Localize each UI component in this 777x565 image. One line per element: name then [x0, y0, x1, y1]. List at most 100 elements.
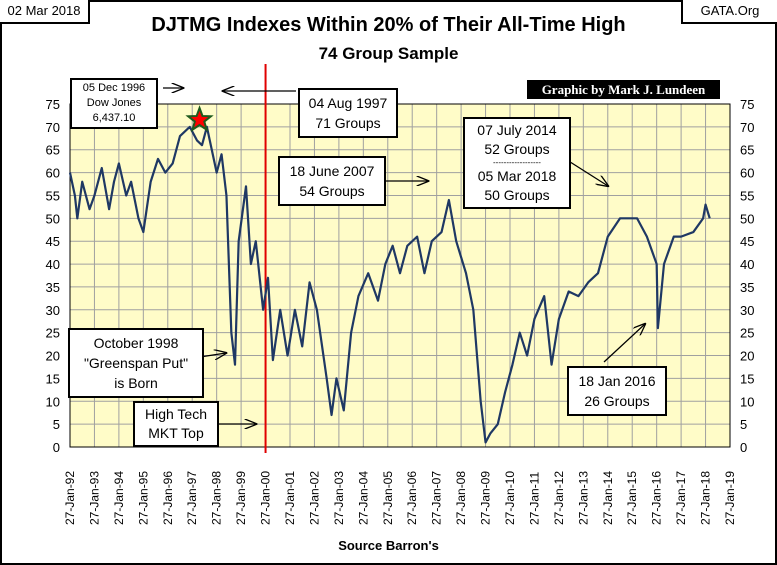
- x-tick-label: 27-Jan-12: [552, 471, 566, 525]
- y-tick-label-left: 60: [46, 166, 60, 181]
- annotation-line: 50 Groups: [484, 187, 550, 203]
- chart-title: DJTMG Indexes Within 20% of Their All-Ti…: [151, 14, 626, 36]
- x-tick-label: 27-Jan-15: [625, 471, 639, 525]
- y-tick-label-left: 50: [46, 211, 60, 226]
- x-tick-label: 27-Jan-18: [699, 471, 713, 525]
- y-tick-label-right: 5: [740, 417, 747, 432]
- y-tick-label-left: 10: [46, 394, 60, 409]
- x-tick-label: 27-Jan-04: [356, 471, 370, 525]
- y-tick-label-right: 15: [740, 371, 754, 386]
- x-tick-label: 27-Jan-05: [381, 471, 395, 525]
- x-tick-label: 27-Jan-92: [63, 471, 77, 525]
- y-tick-label-right: 60: [740, 166, 754, 181]
- y-tick-label-right: 40: [740, 257, 754, 272]
- y-tick-label-right: 45: [740, 234, 754, 249]
- x-tick-label: 27-Jan-95: [136, 471, 150, 525]
- annotation-line: 18 Jan 2016: [578, 373, 656, 389]
- y-tick-label-left: 70: [46, 120, 60, 135]
- annotation-line: 26 Groups: [584, 393, 650, 409]
- x-tick-label: 27-Jan-07: [430, 471, 444, 525]
- y-tick-label-right: 70: [740, 120, 754, 135]
- date-label: 02 Mar 2018: [0, 0, 90, 24]
- annotation-oct-1998: October 1998 "Greenspan Put" is Born: [68, 328, 204, 398]
- annotation-line: 52 Groups: [484, 141, 550, 157]
- y-tick-label-right: 55: [740, 188, 754, 203]
- annotation-aug-1997: 04 Aug 1997 71 Groups: [298, 88, 398, 138]
- x-tick-label: 27-Jan-96: [161, 471, 175, 525]
- x-tick-label: 27-Jan-98: [210, 471, 224, 525]
- credit-label: Graphic by Mark J. Lundeen: [527, 80, 720, 99]
- y-tick-label-right: 75: [740, 97, 754, 112]
- x-tick-label: 27-Jan-10: [503, 471, 517, 525]
- annotation-arrow: [566, 159, 608, 186]
- x-tick-label: 27-Jan-19: [723, 471, 737, 525]
- x-tick-label: 27-Jan-97: [185, 471, 199, 525]
- annotation-line: Dow Jones: [86, 97, 142, 109]
- x-tick-label: 27-Jan-01: [283, 471, 297, 525]
- x-tick-label: 27-Jan-09: [479, 471, 493, 525]
- annotation-arrow: [199, 353, 226, 357]
- annotation-line: is Born: [114, 375, 158, 391]
- annotation-arrow: [603, 324, 645, 363]
- annotation-line: 54 Groups: [299, 183, 365, 199]
- annotation-line: 04 Aug 1997: [308, 95, 388, 111]
- x-tick-label: 27-Jan-99: [234, 471, 248, 525]
- annotation-line: 6,437.10: [92, 112, 136, 124]
- y-tick-label-left: 55: [46, 188, 60, 203]
- annotation-line: High Tech: [144, 406, 207, 422]
- y-tick-label-left: 25: [46, 326, 60, 341]
- annotation-line: ------------------: [493, 158, 541, 167]
- x-tick-label: 27-Jan-02: [307, 471, 321, 525]
- y-tick-label-left: 40: [46, 257, 60, 272]
- x-tick-label: 27-Jan-06: [405, 471, 419, 525]
- y-tick-label-left: 45: [46, 234, 60, 249]
- y-tick-label-left: 30: [46, 303, 60, 318]
- source-label: GATA.Org: [681, 0, 777, 24]
- x-tick-label: 27-Jan-08: [454, 471, 468, 525]
- x-tick-label: 27-Jan-17: [674, 471, 688, 525]
- annotation-line: 05 Dec 1996: [82, 82, 146, 94]
- annotation-line: "Greenspan Put": [83, 355, 189, 371]
- x-tick-label: 27-Jan-13: [576, 471, 590, 525]
- chart-subtitle: 74 Group Sample: [318, 44, 459, 63]
- y-tick-label-left: 5: [53, 417, 60, 432]
- annotation-july-2014: 07 July 2014 52 Groups -----------------…: [463, 117, 571, 209]
- y-tick-label-right: 50: [740, 211, 754, 226]
- y-tick-label-left: 20: [46, 349, 60, 364]
- annotation-high-tech: High Tech MKT Top: [133, 401, 219, 447]
- annotation-line: MKT Top: [148, 425, 204, 441]
- y-tick-label-right: 0: [740, 440, 747, 455]
- y-tick-label-right: 30: [740, 303, 754, 318]
- y-tick-label-right: 25: [740, 326, 754, 341]
- star-icon: [185, 105, 214, 133]
- annotation-line: 71 Groups: [315, 115, 381, 131]
- y-tick-label-right: 65: [740, 143, 754, 158]
- y-tick-label-right: 35: [740, 280, 754, 295]
- y-tick-label-left: 35: [46, 280, 60, 295]
- x-tick-label: 27-Jan-03: [332, 471, 346, 525]
- annotation-june-2007: 18 June 2007 54 Groups: [278, 156, 386, 206]
- annotation-line: 05 Mar 2018: [477, 168, 557, 184]
- annotation-dow-1996: 05 Dec 1996 Dow Jones 6,437.10: [70, 78, 158, 129]
- x-tick-label: 27-Jan-00: [259, 471, 273, 525]
- x-tick-label: 27-Jan-94: [112, 471, 126, 525]
- x-tick-label: 27-Jan-93: [87, 471, 101, 525]
- y-tick-label-left: 0: [53, 440, 60, 455]
- y-tick-label-left: 15: [46, 371, 60, 386]
- x-tick-label: 27-Jan-16: [650, 471, 664, 525]
- y-tick-label-left: 75: [46, 97, 60, 112]
- annotation-line: 18 June 2007: [289, 163, 375, 179]
- series-line: [68, 125, 711, 444]
- x-tick-label: 27-Jan-14: [601, 471, 615, 525]
- annotation-line: October 1998: [93, 335, 179, 351]
- y-tick-label-right: 20: [740, 349, 754, 364]
- x-tick-label: 27-Jan-11: [527, 472, 541, 525]
- y-tick-label-left: 65: [46, 143, 60, 158]
- annotation-line: 07 July 2014: [477, 122, 557, 138]
- plot-border: [69, 103, 731, 448]
- x-axis-label: Source Barron's: [338, 538, 439, 553]
- y-tick-label-right: 10: [740, 394, 754, 409]
- annotation-jan-2016: 18 Jan 2016 26 Groups: [567, 366, 667, 416]
